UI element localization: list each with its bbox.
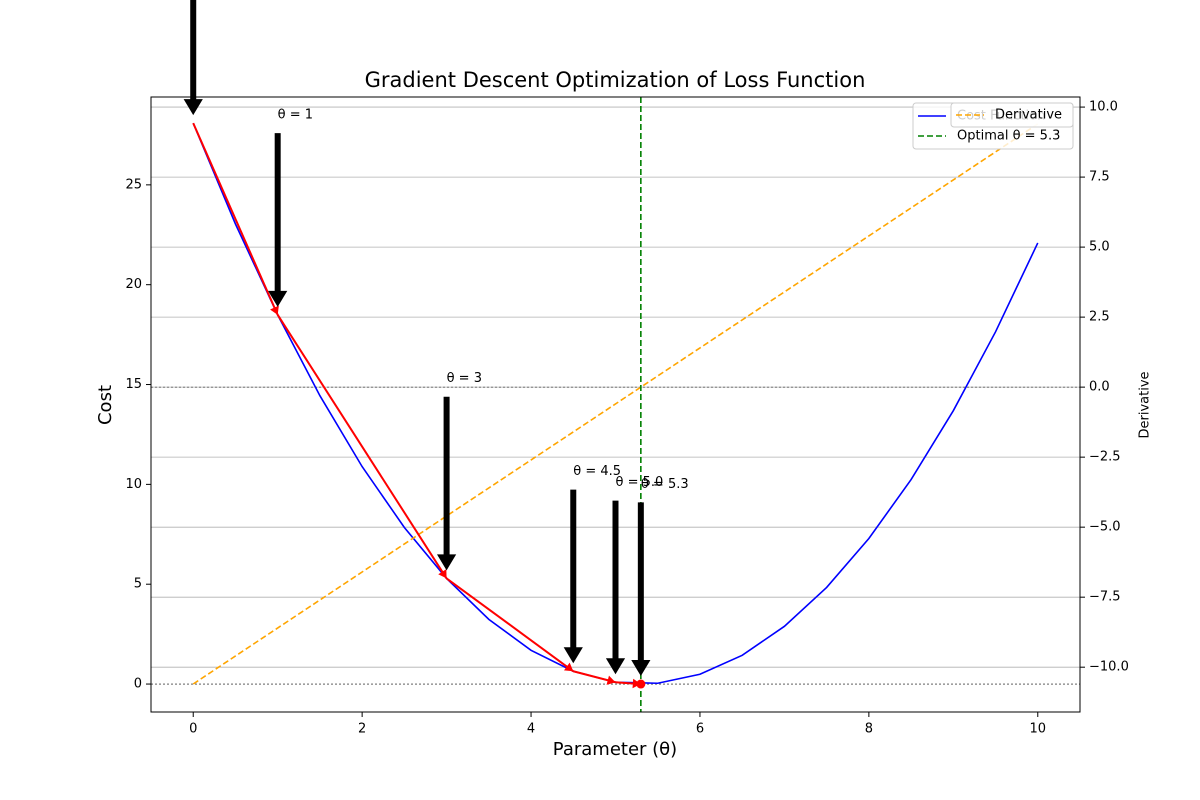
arrow-head bbox=[563, 647, 583, 664]
y2-tick-label: −10.0 bbox=[1089, 660, 1129, 675]
y-tick-label: 10 bbox=[125, 477, 142, 492]
arrow-head bbox=[183, 99, 203, 116]
y2-tick-label: −7.5 bbox=[1089, 590, 1121, 605]
y-tick-label: 15 bbox=[125, 377, 142, 392]
y2-tick-label: 10.0 bbox=[1089, 100, 1118, 115]
plot-frame bbox=[150, 96, 1081, 713]
legend-label: Optimal θ = 5.3 bbox=[957, 129, 1060, 144]
arrow-head bbox=[436, 554, 457, 571]
optimum-point bbox=[636, 679, 646, 689]
y2-tick-label: 7.5 bbox=[1089, 170, 1110, 185]
y-tick-label: 20 bbox=[125, 277, 142, 292]
arrow-head bbox=[270, 305, 279, 315]
chart-title: Gradient Descent Optimization of Loss Fu… bbox=[365, 68, 866, 92]
legend: Derivative bbox=[950, 102, 1074, 128]
arrow-head bbox=[631, 660, 651, 677]
arrow-head bbox=[268, 290, 288, 307]
x-tick-label: 6 bbox=[696, 722, 704, 737]
annotation-label: θ = 5.0 bbox=[616, 475, 664, 490]
annotation-label: θ = 5.3 bbox=[641, 477, 689, 492]
legend-label: Derivative bbox=[995, 108, 1062, 123]
x-tick-label: 2 bbox=[358, 722, 366, 737]
x-tick-label: 4 bbox=[527, 722, 535, 737]
annotation-label: θ = 4.5 bbox=[573, 464, 621, 479]
y-tick-label: 25 bbox=[125, 177, 142, 192]
y-tick-label: 0 bbox=[134, 677, 142, 692]
legend-box bbox=[950, 102, 1074, 128]
x-tick-label: 0 bbox=[189, 722, 197, 737]
arrow-head bbox=[605, 658, 626, 675]
y2-axis-label: Derivative bbox=[1138, 371, 1153, 438]
y2-tick-label: 0.0 bbox=[1089, 380, 1110, 395]
x-tick-label: 8 bbox=[865, 722, 873, 737]
x-tick-label: 10 bbox=[1029, 722, 1046, 737]
series-line bbox=[192, 123, 1039, 685]
y2-tick-label: −2.5 bbox=[1089, 450, 1121, 465]
arrow-head bbox=[563, 662, 574, 672]
y-tick-label: 5 bbox=[134, 577, 142, 592]
x-axis-label: Parameter (θ) bbox=[553, 739, 677, 760]
descent-step bbox=[192, 122, 279, 316]
annotation-label: θ = 3 bbox=[447, 371, 482, 386]
descent-step bbox=[276, 314, 448, 579]
y2-tick-label: 5.0 bbox=[1089, 240, 1110, 255]
arrow-head bbox=[438, 569, 447, 579]
y2-tick-label: 2.5 bbox=[1089, 310, 1110, 325]
arrow-head bbox=[606, 675, 616, 685]
annotation-label: θ = 1 bbox=[278, 108, 313, 123]
descent-step bbox=[445, 577, 574, 673]
y-axis-label: Cost bbox=[95, 385, 116, 425]
y2-tick-label: −5.0 bbox=[1089, 520, 1121, 535]
